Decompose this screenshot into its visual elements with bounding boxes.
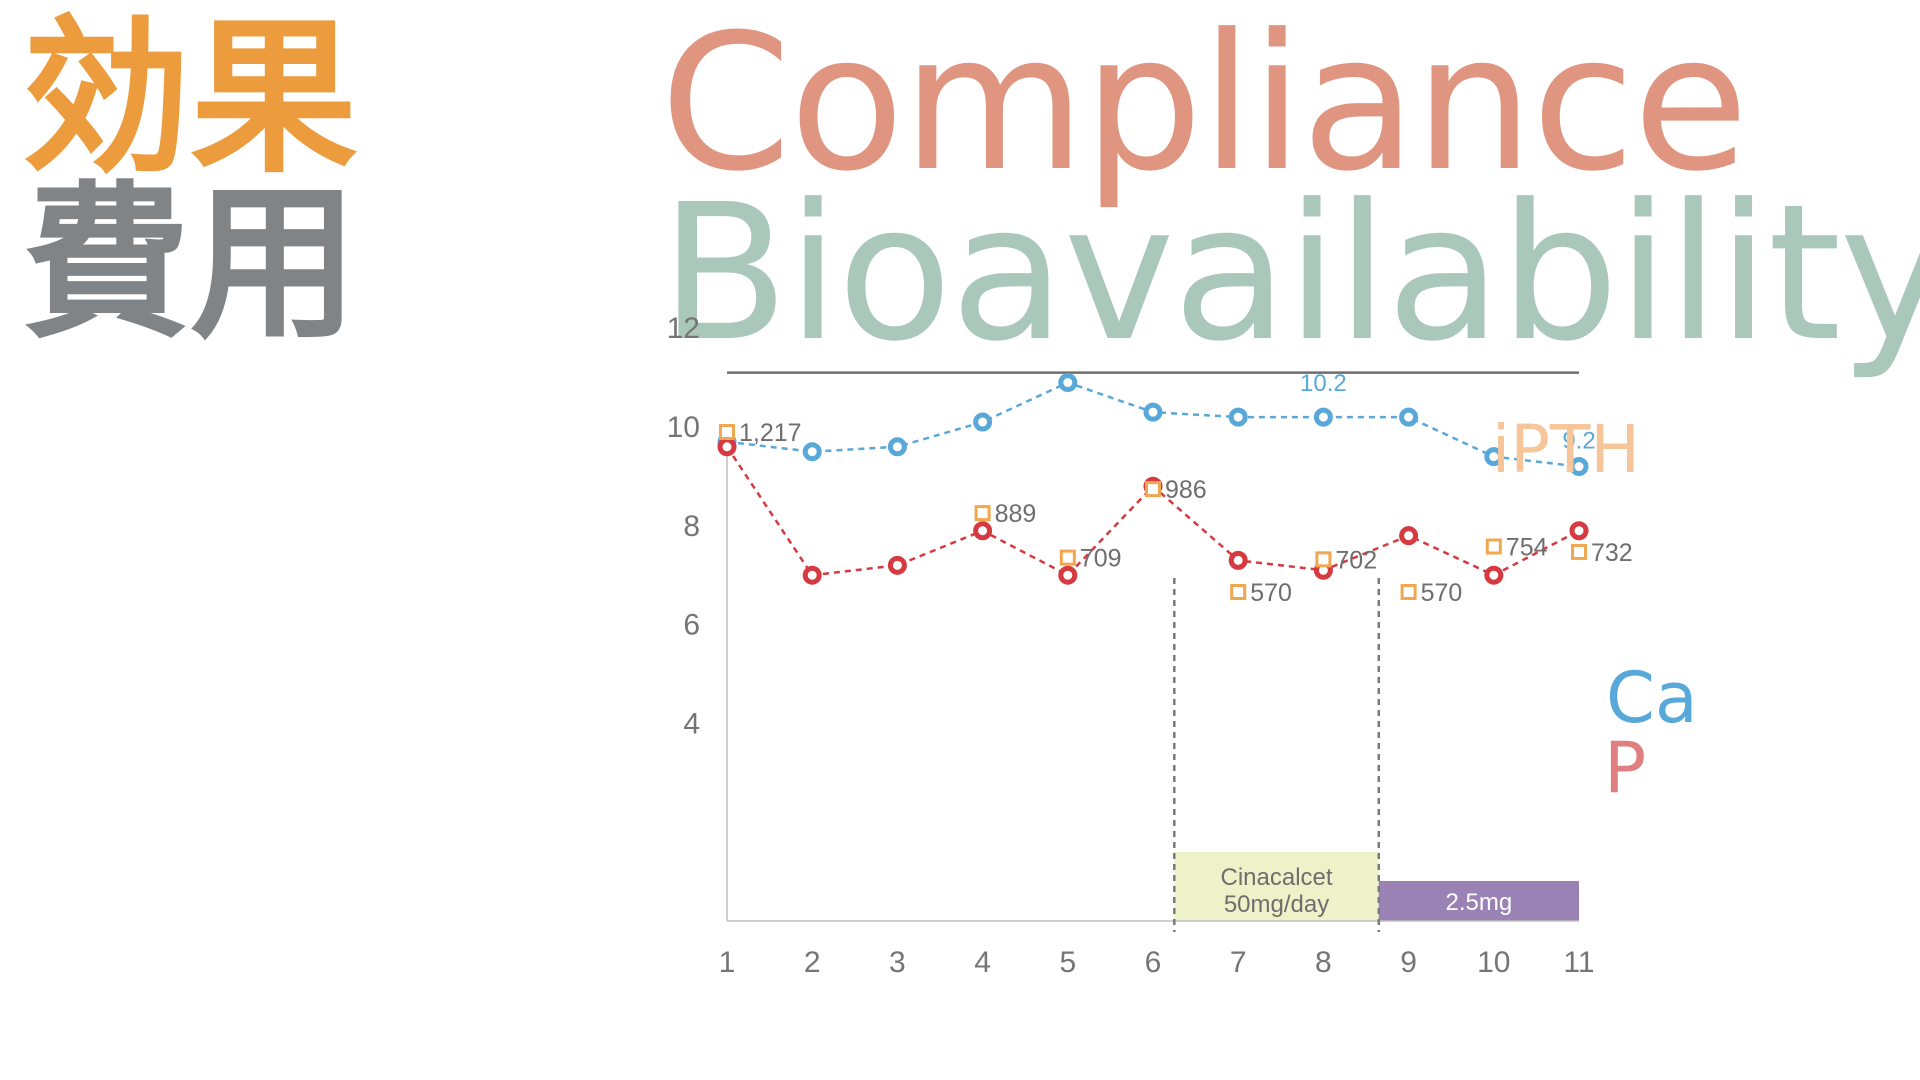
x-tick-label: 8 (1315, 946, 1332, 979)
ipth-value-label: 570 (1421, 579, 1463, 607)
ipth-value-label: 702 (1335, 546, 1377, 574)
treatment-dose-label: 50mg/day (1224, 891, 1329, 918)
ca-data-point (1228, 407, 1248, 427)
ipth-value-label: 986 (1165, 476, 1207, 504)
treatment-label: 2.5mg (1446, 889, 1513, 916)
ipth-value-label: 889 (995, 500, 1037, 528)
p-data-point (887, 555, 907, 575)
dose-period-box (1378, 881, 1579, 921)
y-tick-label: 6 (683, 609, 700, 642)
ca-data-point (1143, 402, 1163, 422)
ca-data-point (1313, 407, 1333, 427)
p-series-label: P (1604, 727, 1646, 809)
ipth-data-point (719, 424, 735, 440)
p-data-point (1569, 521, 1589, 541)
y-tick-label: 12 (667, 312, 700, 345)
cinacalcet-period-box (1174, 852, 1379, 921)
p-data-point (1058, 565, 1078, 585)
ipth-data-point (1571, 543, 1587, 560)
ca-series-label: Ca (1606, 657, 1698, 739)
x-tick-label: 3 (889, 946, 906, 979)
p-data-point (973, 521, 993, 541)
treatment-label: Cinacalcet (1221, 864, 1333, 891)
ipth-data-point (1230, 584, 1247, 600)
ca-value-annotation: 10.2 (1300, 370, 1347, 397)
ca-data-point (887, 437, 907, 457)
p-series-line (725, 446, 1580, 577)
p-data-point (717, 437, 737, 457)
ca-data-point (1399, 407, 1419, 427)
x-tick-label: 11 (1563, 946, 1594, 979)
ipth-data-point (1145, 481, 1161, 498)
ca-series-line (726, 381, 1580, 468)
ca-data-point (1569, 457, 1589, 477)
ipth-data-point (1485, 538, 1502, 555)
p-data-point (1399, 526, 1419, 546)
ipth-data-point (974, 505, 991, 522)
x-tick-label: 6 (1145, 946, 1162, 979)
x-tick-label: 2 (804, 946, 821, 979)
ipth-data-point (1400, 584, 1417, 600)
ipth-data-point (1059, 549, 1076, 566)
x-tick-label: 10 (1477, 946, 1510, 979)
compliance-heading: Compliance (660, 0, 1749, 213)
ipth-value-label: 732 (1591, 539, 1633, 567)
ipth-value-label: 754 (1506, 533, 1548, 561)
ca-data-point (1484, 447, 1504, 467)
p-data-point (1228, 550, 1248, 570)
x-tick-label: 9 (1400, 946, 1417, 979)
bioavailability-heading: Bioavailability (660, 164, 1920, 383)
x-tick-label: 7 (1230, 946, 1247, 979)
ipth-value-label: 570 (1250, 579, 1292, 607)
x-tick-label: 4 (974, 946, 991, 979)
effect-heading: 効果 (22, 0, 358, 196)
ipth-data-point (1315, 551, 1332, 568)
ipth-value-label: 1,217 (739, 419, 802, 447)
p-data-point (802, 565, 822, 585)
ca-data-point (1058, 373, 1078, 393)
y-tick-label: 8 (683, 510, 700, 543)
y-tick-label: 4 (683, 707, 700, 740)
ipth-value-label: 709 (1080, 545, 1122, 573)
x-tick-label: 1 (719, 946, 736, 979)
ca-value-annotation: 9.2 (1562, 428, 1595, 455)
x-tick-label: 5 (1059, 946, 1076, 979)
ca-data-point (802, 442, 822, 462)
ipth-series-label: iPTH (1492, 411, 1640, 488)
ca-data-point (973, 412, 993, 432)
y-tick-label: 10 (667, 411, 700, 444)
cost-heading: 費用 (22, 166, 358, 362)
p-data-point (1484, 565, 1504, 585)
